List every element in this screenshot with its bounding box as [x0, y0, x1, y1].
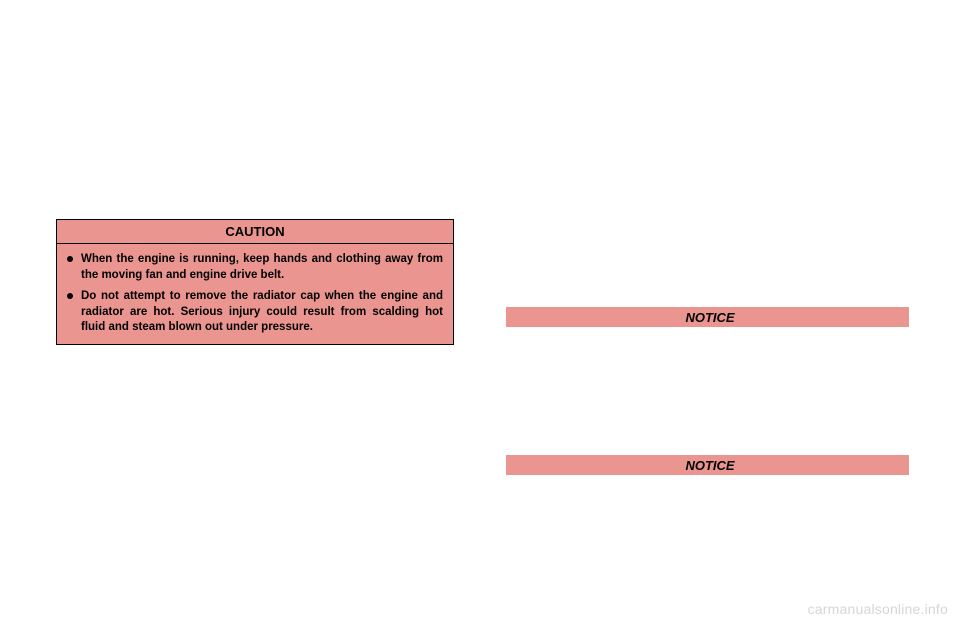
caution-box: CAUTION When the engine is running, keep…: [56, 219, 454, 345]
notice-title: NOTICE: [511, 455, 909, 475]
caution-item: When the engine is running, keep hands a…: [81, 252, 443, 283]
caution-title: CAUTION: [57, 220, 453, 244]
notice-box-2: NOTICE: [506, 455, 909, 475]
caution-list: When the engine is running, keep hands a…: [67, 252, 443, 336]
watermark-text: carmanualsonline.info: [808, 601, 948, 617]
caution-body: When the engine is running, keep hands a…: [57, 244, 453, 344]
notice-box-1: NOTICE: [506, 307, 909, 327]
notice-title: NOTICE: [511, 307, 909, 327]
manual-page: CAUTION When the engine is running, keep…: [0, 0, 960, 625]
caution-item: Do not attempt to remove the radiator ca…: [81, 289, 443, 336]
